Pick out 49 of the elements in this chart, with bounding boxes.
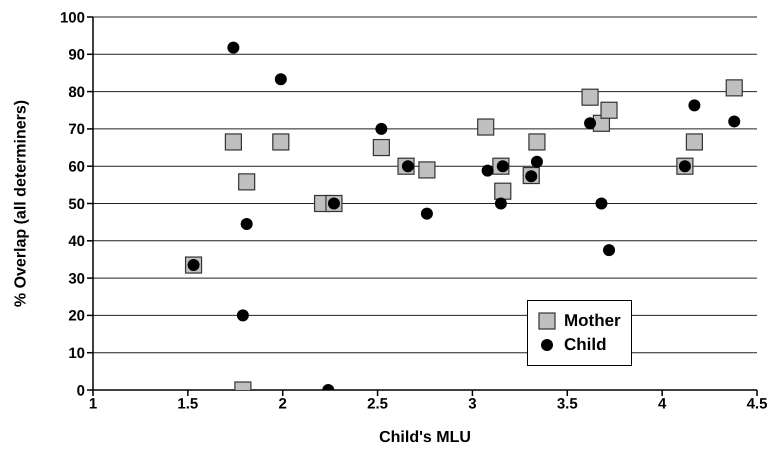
- point: [494, 198, 507, 210]
- y-tick-label: 20: [68, 308, 85, 325]
- point: [224, 133, 242, 151]
- y-tick-label: 70: [68, 121, 85, 138]
- x-tick-label: 4: [658, 396, 667, 413]
- point: [375, 122, 388, 135]
- x-tick-label: 1: [88, 396, 98, 413]
- point: [420, 208, 433, 220]
- point: [530, 156, 543, 168]
- point: [603, 244, 616, 256]
- y-tick-label: 10: [68, 345, 85, 362]
- x-tick-label: 4.5: [746, 396, 768, 413]
- x-tick-label: 2: [278, 396, 287, 413]
- point: [238, 173, 256, 190]
- legend-label: Mother: [564, 311, 621, 331]
- point: [272, 133, 290, 151]
- y-tick-label: 40: [68, 233, 85, 250]
- point: [372, 138, 390, 156]
- point: [726, 79, 743, 96]
- x-tick-label: 3.5: [556, 396, 578, 413]
- x-tick-label: 2.5: [367, 396, 388, 413]
- y-tick-label: 50: [68, 196, 85, 213]
- y-axis-title: % Overlap (all determiners): [12, 100, 30, 308]
- point: [528, 133, 546, 151]
- y-tick-label: 30: [68, 270, 85, 288]
- point: [728, 115, 740, 128]
- y-tick-label: 60: [68, 158, 85, 176]
- point: [236, 309, 249, 322]
- y-tick-label: 100: [60, 9, 85, 26]
- legend-label: Child: [564, 335, 606, 355]
- y-tick-label: 0: [76, 382, 85, 400]
- point: [477, 118, 494, 136]
- x-tick-label: 1.5: [177, 396, 198, 413]
- point: [686, 133, 703, 151]
- x-axis-title: Child's MLU: [379, 429, 471, 446]
- point: [584, 117, 596, 130]
- y-tick-label: 80: [68, 84, 85, 101]
- point: [600, 102, 618, 119]
- point: [482, 164, 494, 177]
- point: [595, 198, 608, 210]
- point: [494, 182, 512, 200]
- point: [418, 161, 436, 179]
- point: [274, 73, 287, 86]
- point: [240, 218, 253, 230]
- point: [227, 42, 240, 54]
- x-tick-label: 3: [468, 396, 477, 413]
- y-tick-label: 90: [68, 46, 85, 64]
- point: [581, 88, 599, 106]
- point: [688, 99, 700, 112]
